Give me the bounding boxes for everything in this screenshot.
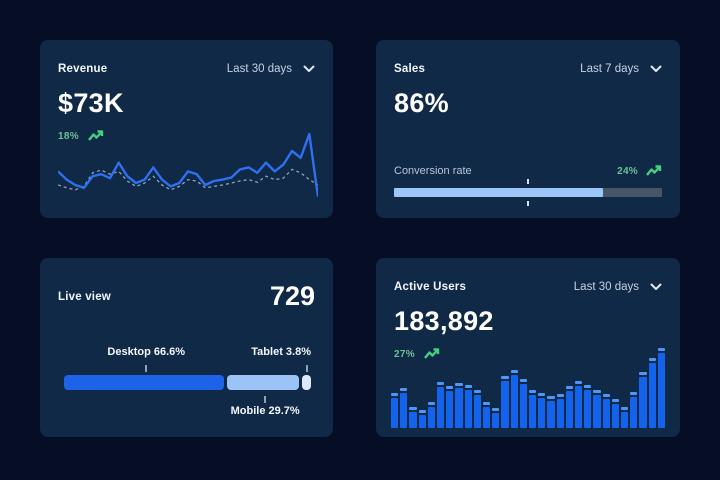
device-share-label-desktop: Desktop 66.6%	[107, 346, 186, 358]
bar	[492, 408, 500, 428]
bar	[611, 399, 620, 428]
active-users-bar-chart	[391, 348, 666, 428]
revenue-card-title: Revenue	[58, 63, 108, 75]
bar	[455, 383, 463, 428]
bar	[538, 393, 546, 428]
bar	[501, 376, 509, 428]
bar	[657, 348, 666, 428]
conversion-rate-label: Conversion rate	[394, 165, 472, 177]
progress-midpoint-tick	[527, 201, 529, 206]
sales-value: 86%	[394, 88, 449, 118]
revenue-value: $73K	[58, 88, 124, 118]
live-view-value: 729	[269, 281, 315, 311]
bar	[510, 370, 518, 428]
sales-card: Sales Last 7 days 86% Conversion rate 24…	[376, 40, 680, 218]
tick-mark	[145, 365, 148, 372]
trending-up-icon	[423, 348, 440, 360]
bar	[400, 388, 408, 428]
bar	[556, 394, 564, 428]
revenue-period-label: Last 30 days	[226, 63, 292, 75]
active-users-value: 183,892	[394, 306, 494, 336]
sales-card-title: Sales	[394, 63, 426, 75]
live-view-card: Live view 729 Desktop 66.6% Tablet 3.8%	[40, 258, 333, 437]
conversion-delta: 24%	[617, 165, 638, 177]
revenue-line-chart-area	[58, 129, 318, 203]
bar	[483, 402, 491, 428]
bar	[602, 394, 610, 428]
revenue-delta: 18%	[58, 130, 79, 142]
device-share-segment	[64, 375, 225, 390]
active-users-card-title: Active Users	[394, 281, 467, 293]
trending-up-icon	[646, 165, 662, 177]
bar	[427, 402, 436, 428]
sales-period-dropdown[interactable]: Last 7 days	[580, 63, 662, 75]
live-view-card-title: Live view	[58, 290, 111, 303]
bar	[519, 379, 528, 428]
bar	[565, 386, 574, 428]
active-users-card: Active Users Last 30 days 183,892 27%	[376, 258, 680, 437]
active-users-period-dropdown[interactable]: Last 30 days	[574, 281, 662, 293]
bar	[418, 410, 426, 428]
progress-midpoint-tick	[527, 179, 529, 184]
revenue-card: Revenue Last 30 days $73K 18%	[40, 40, 333, 218]
bar	[391, 393, 399, 428]
revenue-period-dropdown[interactable]: Last 30 days	[227, 63, 315, 75]
bar	[593, 390, 601, 428]
bar	[575, 381, 583, 428]
tick-mark	[305, 365, 308, 372]
bar	[437, 382, 445, 428]
chevron-down-icon	[650, 65, 662, 73]
bar	[648, 358, 656, 428]
device-share-label-mobile: Mobile 29.7%	[230, 405, 300, 417]
device-share-chart: Desktop 66.6% Tablet 3.8% Mobile 29.7%	[64, 346, 311, 426]
bar	[473, 390, 482, 428]
chevron-down-icon	[303, 65, 315, 73]
sales-period-label: Last 7 days	[580, 63, 639, 75]
active-users-delta: 27%	[394, 348, 415, 360]
active-users-period-label: Last 30 days	[573, 281, 639, 293]
tick-mark	[264, 396, 267, 403]
conversion-progress-fill	[394, 188, 604, 197]
conversion-progress-bar	[394, 179, 662, 206]
bar	[584, 385, 592, 428]
bar	[547, 396, 555, 428]
revenue-line-chart	[58, 129, 318, 203]
device-share-label-tablet: Tablet 3.8%	[251, 346, 311, 358]
device-share-segment	[301, 375, 311, 390]
bar	[630, 392, 638, 428]
trending-up-icon	[87, 130, 104, 142]
bar	[409, 407, 417, 428]
bar	[446, 386, 454, 428]
bar	[464, 385, 472, 428]
bar	[639, 372, 647, 428]
device-share-segment	[227, 375, 299, 390]
chevron-down-icon	[650, 283, 662, 291]
bar	[621, 407, 629, 428]
bar	[529, 390, 537, 428]
